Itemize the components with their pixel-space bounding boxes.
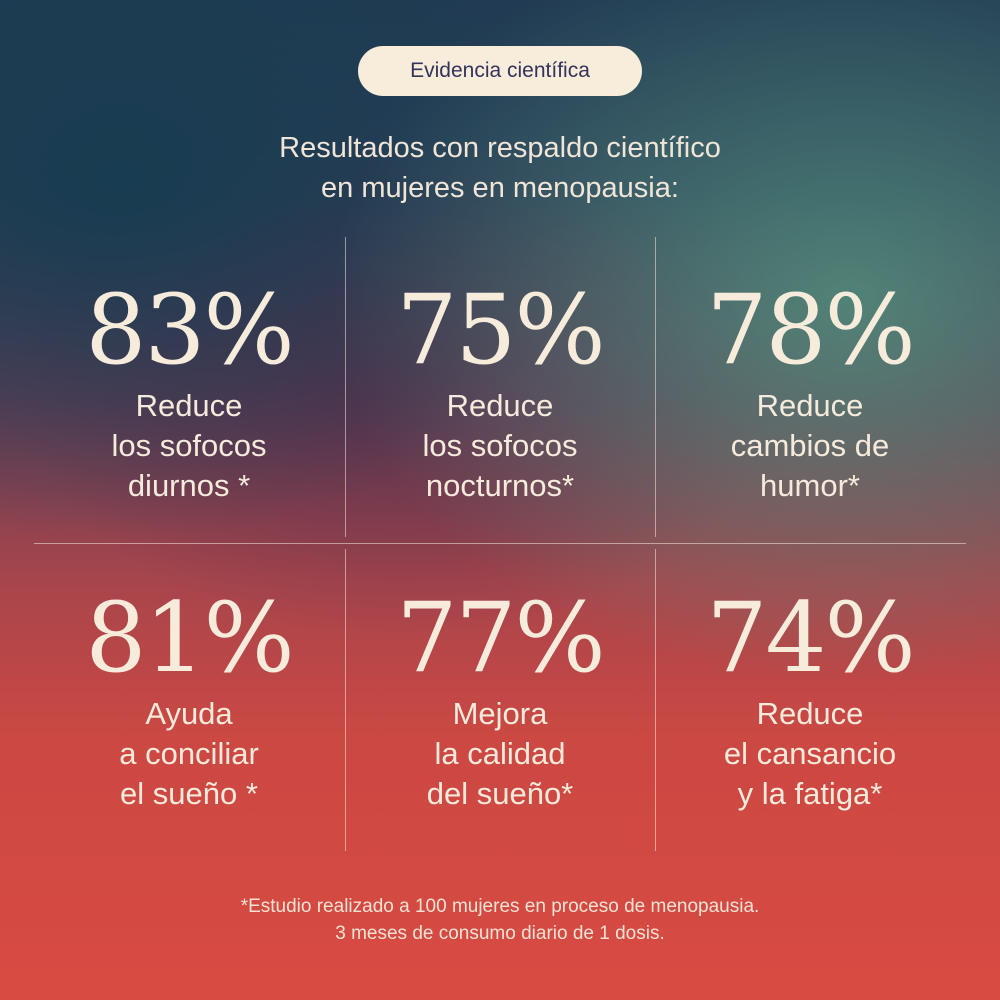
divider-vertical-top-2 — [655, 237, 656, 537]
stat-percentage: 75% — [396, 274, 605, 386]
stat-description: Mejora la calidad del sueño* — [345, 694, 655, 814]
stat-description-line: cambios de — [730, 428, 890, 463]
stat-description-line: el cansancio — [723, 736, 897, 771]
stat-card: 75% Reduce los sofocos nocturnos* — [345, 280, 655, 506]
stat-description-line: Ayuda — [145, 696, 233, 731]
stat-description-line: del sueño* — [426, 776, 574, 811]
footnote: *Estudio realizado a 100 mujeres en proc… — [0, 893, 1000, 947]
stat-description-line: Reduce — [756, 696, 864, 731]
title-line-1: Resultados con respaldo científico — [279, 132, 721, 164]
evidence-badge: Evidencia científica — [358, 46, 642, 96]
stat-description-line: el sueño * — [120, 776, 258, 811]
stat-card: 78% Reduce cambios de humor* — [655, 280, 965, 506]
stat-percentage: 77% — [396, 582, 605, 694]
stat-description-line: Reduce — [756, 388, 864, 423]
stat-percentage: 78% — [706, 274, 915, 386]
page-title: Resultados con respaldo científico en mu… — [0, 128, 1000, 208]
divider-horizontal — [34, 543, 966, 544]
stat-description-line: Mejora — [452, 696, 548, 731]
stat-description-line: humor* — [760, 468, 860, 503]
stat-description-line: los sofocos — [111, 428, 267, 463]
stat-description-line: a conciliar — [119, 736, 259, 771]
divider-vertical-top-1 — [345, 237, 346, 537]
stat-description-line: Reduce — [446, 388, 554, 423]
divider-vertical-bottom-2 — [655, 549, 656, 851]
stat-card: 77% Mejora la calidad del sueño* — [345, 588, 655, 814]
stat-description-line: diurnos * — [127, 468, 251, 503]
stat-description-line: los sofocos — [422, 428, 578, 463]
stat-description-line: nocturnos* — [425, 468, 575, 503]
footnote-line-2: 3 meses de consumo diario de 1 dosis. — [335, 923, 665, 944]
stat-description: Reduce los sofocos nocturnos* — [345, 386, 655, 506]
footnote-line-1: *Estudio realizado a 100 mujeres en proc… — [240, 896, 760, 917]
stat-description: Reduce los sofocos diurnos * — [34, 386, 344, 506]
title-line-2: en mujeres en menopausia: — [321, 172, 679, 204]
stat-card: 74% Reduce el cansancio y la fatiga* — [655, 588, 965, 814]
stat-card: 81% Ayuda a conciliar el sueño * — [34, 588, 344, 814]
stat-percentage: 74% — [706, 582, 915, 694]
stat-percentage: 83% — [85, 274, 294, 386]
stat-description-line: Reduce — [135, 388, 243, 423]
stat-description-line: y la fatiga* — [737, 776, 883, 811]
stat-percentage: 81% — [85, 582, 294, 694]
stat-description: Reduce el cansancio y la fatiga* — [655, 694, 965, 814]
stat-description-line: la calidad — [434, 736, 566, 771]
stat-card: 83% Reduce los sofocos diurnos * — [34, 280, 344, 506]
stat-description: Reduce cambios de humor* — [655, 386, 965, 506]
divider-vertical-bottom-1 — [345, 549, 346, 851]
stat-description: Ayuda a conciliar el sueño * — [34, 694, 344, 814]
